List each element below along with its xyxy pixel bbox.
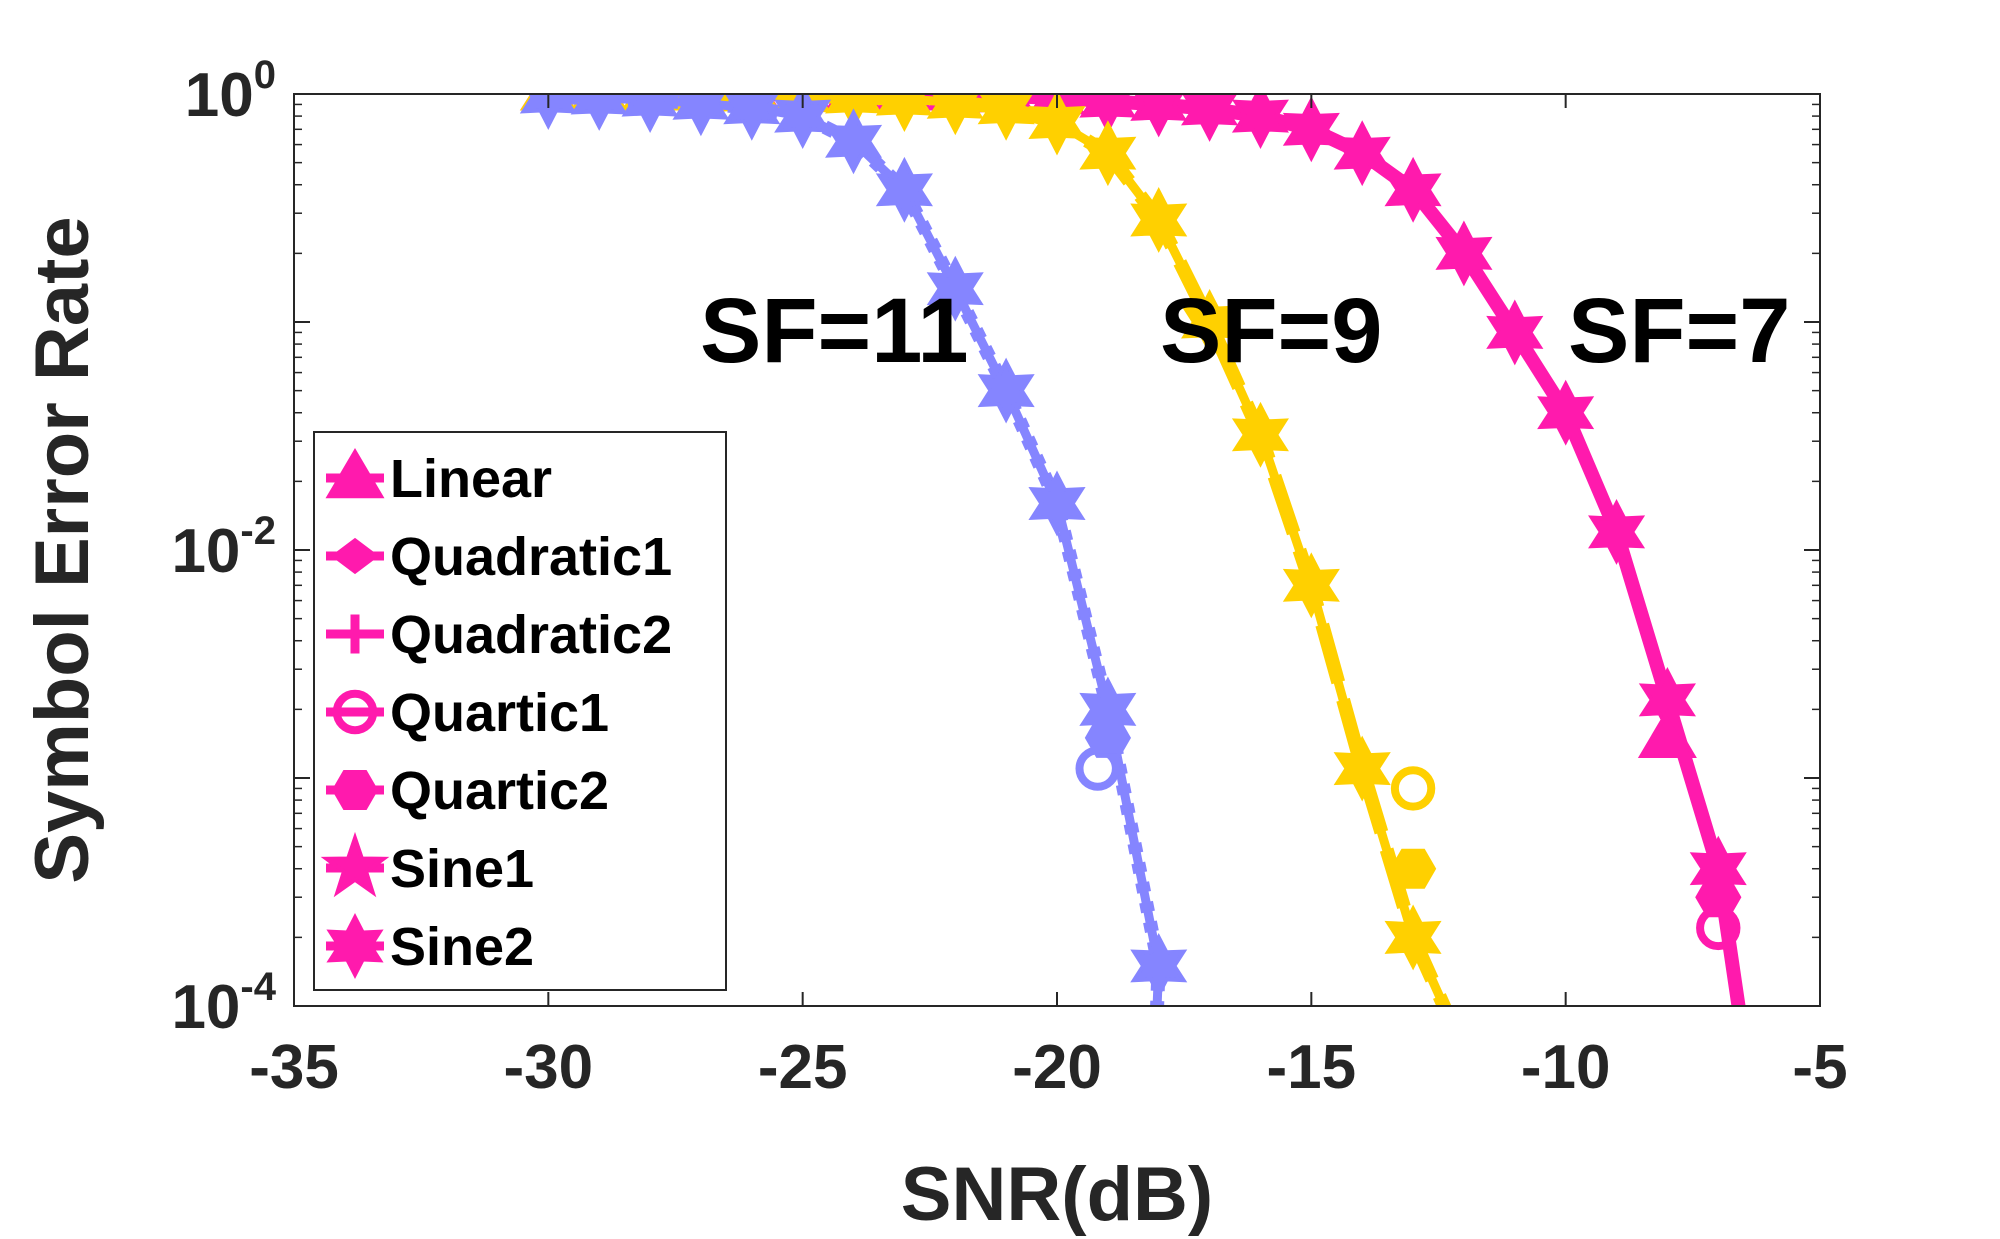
- y-tick-base: 10: [185, 61, 254, 130]
- series-layer: [519, 94, 1747, 1006]
- data-point-star: [1130, 932, 1188, 999]
- data-point-star: [1130, 187, 1188, 253]
- y-tick-base: 10: [171, 517, 240, 586]
- data-point-star: [1333, 120, 1391, 187]
- data-point-star: [1028, 94, 1086, 156]
- data-point-star: [672, 94, 730, 137]
- y-tick-label: 10-4: [171, 965, 276, 1042]
- legend-label: Quartic2: [390, 761, 609, 821]
- legend: Linear Quadratic1 Quadratic2 Quartic1 Quarti…: [313, 431, 727, 991]
- annotation-sf7: SF=7: [1568, 280, 1790, 382]
- data-point-star: [926, 255, 984, 322]
- legend-item-sine2: Sine2: [326, 913, 534, 979]
- x-tick-label: -10: [1521, 1033, 1611, 1102]
- data-point-star: [1181, 289, 1239, 355]
- data-point-linear: [1637, 707, 1697, 759]
- data-point-star: [1231, 94, 1289, 150]
- legend-label: Quadratic2: [390, 605, 672, 665]
- y-tick-exponent: -4: [240, 965, 276, 1009]
- data-point-star: [519, 94, 577, 130]
- data-point-star: [1130, 94, 1188, 138]
- data-point-quartic2: [1389, 848, 1437, 889]
- legend-marker-pentagram: [320, 831, 390, 898]
- annotation-sf11: SF=11: [700, 280, 969, 382]
- data-point-star: [977, 94, 1035, 141]
- legend-marker-triangle: [325, 448, 385, 499]
- legend-marker-diamond: [330, 537, 380, 575]
- x-tick-label: -15: [1267, 1033, 1357, 1102]
- data-point-quartic2: [1084, 717, 1132, 758]
- data-point-star: [825, 108, 883, 175]
- data-point-star: [1435, 220, 1493, 287]
- data-point-star: [1588, 498, 1646, 565]
- y-axis-title: Symbol Error Rate: [20, 216, 105, 883]
- data-point-star: [977, 357, 1035, 424]
- legend-label: Linear: [390, 449, 552, 509]
- legend-item-quartic1: Quartic1: [326, 683, 609, 743]
- data-point-star: [570, 94, 628, 131]
- data-point-star: [875, 156, 933, 223]
- legend-marker-hexagram: [326, 913, 384, 979]
- legend-item-sine1: Sine1: [320, 831, 534, 899]
- y-tick-base: 10: [171, 973, 240, 1042]
- data-point-star: [1384, 904, 1442, 971]
- series-group-sf11: [519, 94, 1188, 1006]
- legend-item-quartic2: Quartic2: [326, 761, 609, 821]
- annotations: SF=11 SF=9 SF=7: [700, 280, 1790, 382]
- data-point-star: [926, 94, 984, 136]
- data-point-star: [1181, 94, 1239, 142]
- data-point-star: [723, 94, 781, 141]
- data-point-star: [1282, 552, 1340, 619]
- legend-label: Quadratic1: [390, 527, 672, 587]
- data-point-star: [1282, 96, 1340, 163]
- data-point-star: [1384, 156, 1442, 223]
- annotation-sf9: SF=9: [1160, 280, 1382, 382]
- y-tick-label: 100: [185, 53, 276, 130]
- legend-marker-circle: [332, 689, 378, 735]
- data-point-quartic1: [1451, 1005, 1456, 1006]
- legend-item-quadratic2: Quadratic2: [326, 605, 672, 665]
- x-tick-label: -25: [758, 1033, 848, 1102]
- data-point-star: [774, 94, 832, 150]
- data-point-star: [1231, 401, 1289, 468]
- x-tick-label: -5: [1792, 1033, 1847, 1102]
- y-tick-exponent: 0: [254, 53, 276, 97]
- data-point-star: [875, 94, 933, 133]
- y-tick-exponent: -2: [240, 509, 276, 553]
- x-tick-label: -35: [249, 1033, 339, 1102]
- data-point-star: [1028, 470, 1086, 537]
- y-tick-label: 10-2: [171, 509, 276, 586]
- legend-label: Quartic1: [390, 683, 609, 743]
- data-point-quartic1: [1390, 766, 1436, 811]
- data-point-star: [621, 94, 679, 134]
- legend-marker-hexagon: [331, 770, 379, 810]
- legend-item-quadratic1: Quadratic1: [326, 527, 672, 587]
- legend-label: Sine2: [390, 917, 534, 977]
- legend-item-linear: Linear: [325, 448, 552, 509]
- legend-marker-plus: [335, 614, 375, 654]
- data-point-star: [1079, 120, 1137, 187]
- data-point-quartic2: [1695, 877, 1742, 918]
- legend-label: Sine1: [390, 839, 534, 899]
- data-point-star: [1537, 379, 1595, 446]
- x-axis-title: SNR(dB): [901, 1152, 1213, 1237]
- x-tick-label: -30: [504, 1033, 594, 1102]
- data-point-star: [1486, 299, 1544, 366]
- data-point-star: [1333, 735, 1391, 802]
- x-tick-label: -20: [1012, 1033, 1102, 1102]
